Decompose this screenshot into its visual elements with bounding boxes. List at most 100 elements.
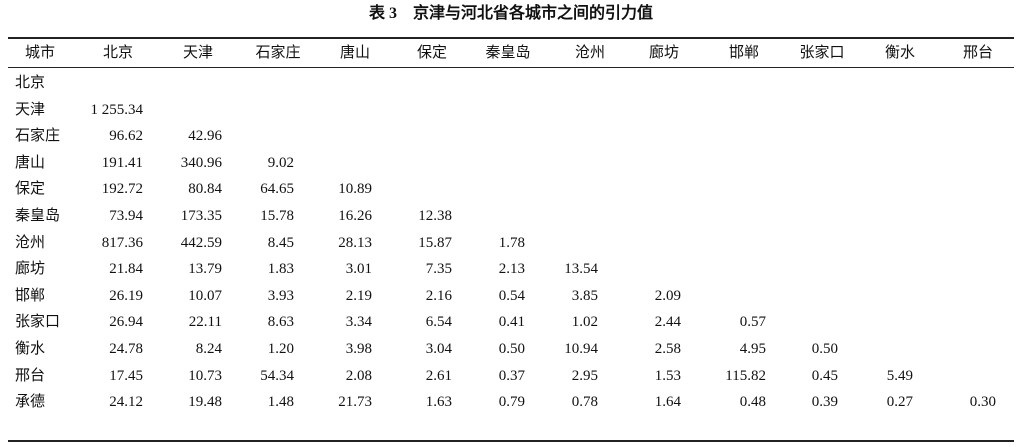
column-header: 衡水 (884, 45, 915, 61)
column-header: 邢台 (962, 45, 993, 61)
row-header: 邢台 (15, 367, 46, 384)
row-header: 唐山 (15, 154, 46, 171)
cell-value: 15.78 (260, 208, 294, 224)
cell-value: 1.78 (498, 234, 525, 251)
cell-value: 42.96 (188, 128, 222, 145)
cell-value: 3.04 (425, 341, 452, 357)
cell-value: 6.54 (425, 314, 452, 331)
cell-value: 54.34 (260, 367, 294, 384)
cell-value: 1.48 (267, 394, 294, 411)
cell-value: 2.13 (498, 261, 525, 278)
column-header: 北京 (102, 45, 133, 61)
cell-value: 3.34 (345, 314, 372, 331)
row-header: 天津 (15, 101, 46, 118)
cell-value: 0.50 (811, 341, 838, 357)
column-header: 石家庄 (255, 45, 301, 61)
cell-value: 16.26 (338, 208, 372, 224)
cell-value: 15.87 (418, 234, 452, 251)
header-rule (8, 67, 1014, 68)
column-header: 唐山 (339, 45, 370, 61)
cell-value: 21.84 (109, 261, 143, 278)
cell-value: 3.98 (345, 341, 372, 357)
cell-value: 12.38 (418, 208, 452, 224)
row-header: 秦皇岛 (15, 208, 61, 224)
table-title: 表 3 京津与河北省各城市之间的引力值 (368, 5, 653, 22)
cell-value: 0.50 (498, 341, 525, 357)
cell-value: 2.58 (654, 341, 681, 357)
cell-value: 192.72 (101, 181, 143, 198)
cell-value: 3.01 (345, 261, 372, 278)
row-header: 邯郸 (15, 287, 46, 304)
top-rule (8, 37, 1014, 39)
cell-value: 21.73 (338, 394, 372, 411)
cell-value: 1 255.34 (90, 101, 144, 118)
cell-value: 19.48 (188, 394, 222, 411)
cell-value: 1.83 (267, 261, 294, 278)
column-header: 邯郸 (728, 45, 759, 61)
row-header: 廊坊 (15, 261, 46, 278)
row-header: 石家庄 (15, 128, 61, 145)
cell-value: 26.19 (109, 287, 143, 304)
cell-value: 2.08 (345, 367, 372, 384)
cell-value: 2.09 (654, 287, 681, 304)
cell-value: 340.96 (180, 154, 222, 171)
bottom-rule (8, 440, 1014, 442)
column-header: 沧州 (574, 45, 605, 61)
cell-value: 28.13 (338, 234, 372, 251)
cell-value: 0.57 (739, 314, 766, 331)
cell-value: 817.36 (101, 234, 143, 251)
cell-value: 10.07 (188, 287, 222, 304)
cell-value: 17.45 (109, 367, 143, 384)
cell-value: 10.94 (564, 341, 598, 357)
cell-value: 26.94 (109, 314, 143, 331)
column-header: 秦皇岛 (485, 45, 531, 61)
cell-value: 1.02 (571, 314, 598, 331)
cell-value: 0.39 (811, 394, 838, 411)
cell-value: 73.94 (109, 208, 143, 224)
cell-value: 2.19 (345, 287, 372, 304)
cell-value: 2.44 (654, 314, 681, 331)
cell-value: 2.95 (571, 367, 598, 384)
column-header: 保定 (416, 45, 447, 61)
cell-value: 0.27 (886, 394, 913, 411)
cell-value: 10.89 (338, 181, 372, 198)
cell-value: 1.53 (654, 367, 681, 384)
cell-value: 8.45 (267, 234, 294, 251)
cell-value: 8.63 (267, 314, 294, 331)
cell-value: 5.49 (886, 367, 913, 384)
cell-value: 0.45 (811, 367, 838, 384)
cell-value: 3.85 (571, 287, 598, 304)
cell-value: 0.30 (969, 394, 996, 411)
cell-value: 0.37 (498, 367, 525, 384)
cell-value: 1.64 (654, 394, 681, 411)
row-header: 沧州 (15, 234, 46, 251)
cell-value: 2.16 (425, 287, 452, 304)
cell-value: 0.78 (571, 394, 598, 411)
column-header: 廊坊 (648, 45, 679, 61)
column-header: 城市 (24, 45, 55, 61)
cell-value: 24.12 (109, 394, 143, 411)
cell-value: 96.62 (109, 128, 143, 145)
cell-value: 0.79 (498, 394, 525, 411)
cell-value: 0.54 (498, 287, 525, 304)
cell-value: 10.73 (188, 367, 222, 384)
cell-value: 115.82 (725, 367, 766, 384)
cell-value: 173.35 (180, 208, 222, 224)
row-header: 保定 (15, 181, 46, 198)
cell-value: 9.02 (267, 154, 294, 171)
cell-value: 0.41 (498, 314, 525, 331)
cell-value: 64.65 (260, 181, 294, 198)
cell-value: 2.61 (425, 367, 452, 384)
row-header: 北京 (15, 75, 46, 91)
row-header: 衡水 (15, 341, 46, 357)
cell-value: 3.93 (267, 287, 294, 304)
cell-value: 1.63 (425, 394, 452, 411)
row-header: 承德 (15, 394, 46, 411)
cell-value: 7.35 (425, 261, 452, 278)
row-header: 张家口 (15, 314, 61, 331)
cell-value: 4.95 (739, 341, 766, 357)
cell-value: 80.84 (188, 181, 222, 198)
cell-value: 1.20 (267, 341, 294, 357)
cell-value: 0.48 (739, 394, 766, 411)
